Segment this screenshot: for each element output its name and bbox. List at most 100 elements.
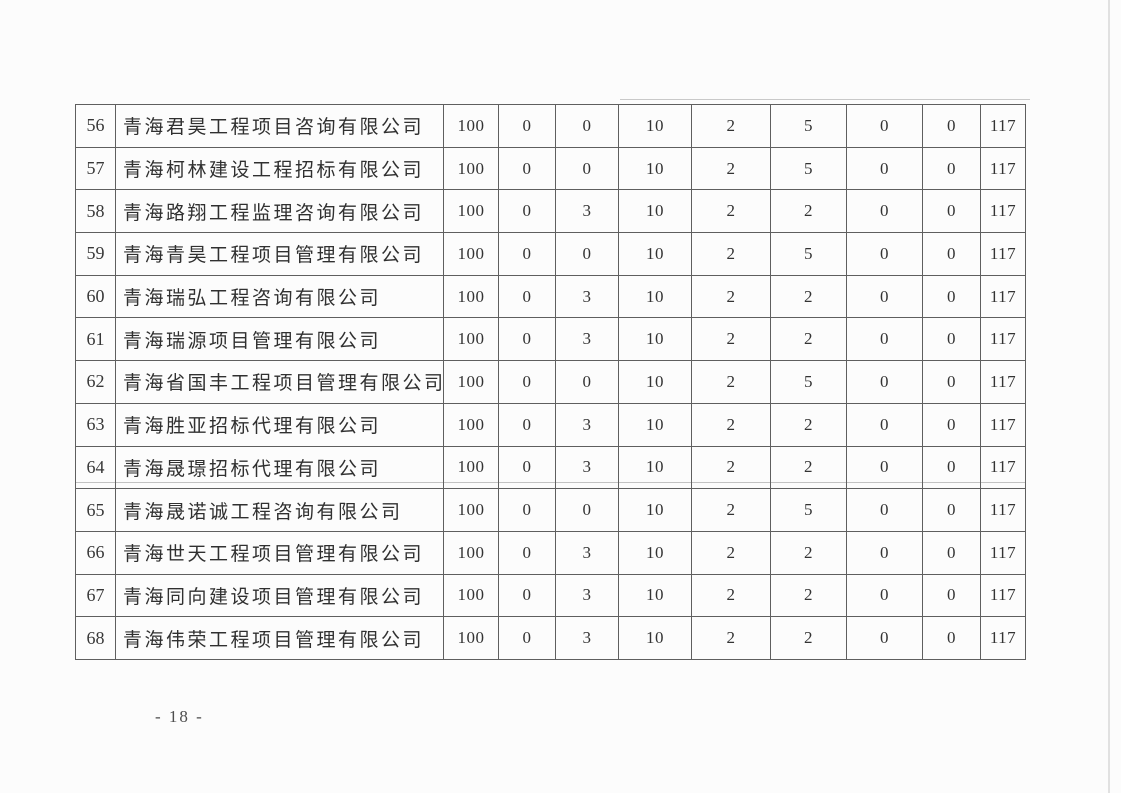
table-row: 58 青海路翔工程监理咨询有限公司 100 0 3 10 2 2 0 0 117	[75, 189, 1026, 234]
score-cell: 2	[770, 573, 847, 618]
score-cell: 0	[846, 573, 923, 618]
score-cell: 100	[443, 274, 499, 319]
score-cell: 5	[770, 232, 847, 276]
score-cell: 10	[618, 189, 692, 234]
row-number-cell: 58	[75, 189, 116, 234]
score-cell: 2	[691, 402, 771, 447]
row-number-cell: 64	[75, 445, 116, 490]
score-cell: 0	[555, 488, 619, 532]
score-cell: 117	[980, 317, 1026, 362]
score-cell: 100	[443, 360, 499, 404]
score-cell: 5	[770, 104, 847, 148]
table-row: 65 青海晟诺诚工程咨询有限公司 100 0 0 10 2 5 0 0 117	[75, 488, 1026, 532]
score-cell: 10	[618, 445, 692, 490]
score-cell: 0	[555, 232, 619, 276]
score-cell: 2	[770, 530, 847, 575]
table-row: 67 青海同向建设项目管理有限公司 100 0 3 10 2 2 0 0 117	[75, 573, 1026, 618]
score-cell: 10	[618, 146, 692, 191]
score-cell: 0	[846, 146, 923, 191]
score-cell: 0	[922, 530, 981, 575]
company-name-cell: 青海晟诺诚工程咨询有限公司	[115, 488, 444, 532]
score-cell: 2	[691, 232, 771, 276]
table-row: 61 青海瑞源项目管理有限公司 100 0 3 10 2 2 0 0 117	[75, 317, 1026, 362]
score-cell: 0	[498, 402, 556, 447]
score-cell: 0	[498, 573, 556, 618]
score-cell: 117	[980, 232, 1026, 276]
company-name-cell: 青海世天工程项目管理有限公司	[115, 530, 444, 575]
score-cell: 100	[443, 530, 499, 575]
table-row: 66 青海世天工程项目管理有限公司 100 0 3 10 2 2 0 0 117	[75, 530, 1026, 575]
company-score-table: 56 青海君昊工程项目咨询有限公司 100 0 0 10 2 5 0 0 117 57 青海柯林建设工程…	[75, 104, 1026, 660]
score-cell: 100	[443, 616, 499, 660]
company-name-cell: 青海青昊工程项目管理有限公司	[115, 232, 444, 276]
score-cell: 117	[980, 104, 1026, 148]
score-cell: 0	[922, 232, 981, 276]
score-cell: 2	[691, 445, 771, 490]
row-number-cell: 63	[75, 402, 116, 447]
table-row: 68 青海伟荣工程项目管理有限公司 100 0 3 10 2 2 0 0 117	[75, 616, 1026, 660]
score-cell: 5	[770, 146, 847, 191]
company-name-cell: 青海同向建设项目管理有限公司	[115, 573, 444, 618]
score-cell: 10	[618, 402, 692, 447]
score-cell: 0	[555, 104, 619, 148]
score-cell: 0	[555, 360, 619, 404]
score-cell: 117	[980, 616, 1026, 660]
score-cell: 100	[443, 317, 499, 362]
score-cell: 0	[846, 317, 923, 362]
score-cell: 0	[846, 488, 923, 532]
score-cell: 2	[691, 317, 771, 362]
company-name-cell: 青海瑞弘工程咨询有限公司	[115, 274, 444, 319]
score-cell: 0	[498, 104, 556, 148]
score-cell: 2	[691, 488, 771, 532]
score-cell: 2	[770, 402, 847, 447]
score-cell: 100	[443, 445, 499, 490]
score-cell: 2	[770, 317, 847, 362]
score-cell: 0	[846, 104, 923, 148]
table-body: 56 青海君昊工程项目咨询有限公司 100 0 0 10 2 5 0 0 117 57 青海柯林建设工程…	[75, 104, 1026, 660]
score-cell: 2	[691, 360, 771, 404]
row-number-cell: 56	[75, 104, 116, 148]
score-cell: 0	[846, 616, 923, 660]
score-cell: 0	[922, 445, 981, 490]
score-cell: 0	[922, 360, 981, 404]
score-cell: 2	[691, 146, 771, 191]
row-number-cell: 67	[75, 573, 116, 618]
score-cell: 0	[846, 274, 923, 319]
score-cell: 0	[922, 104, 981, 148]
score-cell: 10	[618, 232, 692, 276]
score-cell: 10	[618, 616, 692, 660]
score-cell: 10	[618, 530, 692, 575]
score-cell: 100	[443, 488, 499, 532]
score-cell: 117	[980, 488, 1026, 532]
score-cell: 117	[980, 360, 1026, 404]
score-cell: 2	[691, 104, 771, 148]
score-cell: 0	[498, 445, 556, 490]
score-cell: 0	[846, 189, 923, 234]
score-cell: 3	[555, 274, 619, 319]
score-cell: 0	[922, 573, 981, 618]
score-cell: 2	[770, 445, 847, 490]
score-cell: 117	[980, 445, 1026, 490]
score-cell: 0	[498, 232, 556, 276]
row-number-cell: 60	[75, 274, 116, 319]
score-cell: 10	[618, 360, 692, 404]
row-number-cell: 65	[75, 488, 116, 532]
row-number-cell: 57	[75, 146, 116, 191]
score-cell: 5	[770, 488, 847, 532]
score-cell: 10	[618, 573, 692, 618]
score-cell: 3	[555, 573, 619, 618]
score-cell: 3	[555, 317, 619, 362]
score-cell: 3	[555, 530, 619, 575]
row-number-cell: 61	[75, 317, 116, 362]
score-cell: 100	[443, 104, 499, 148]
score-cell: 2	[691, 274, 771, 319]
score-cell: 2	[770, 189, 847, 234]
score-cell: 0	[498, 189, 556, 234]
score-cell: 0	[498, 274, 556, 319]
score-cell: 117	[980, 274, 1026, 319]
score-cell: 0	[555, 146, 619, 191]
score-cell: 3	[555, 189, 619, 234]
score-cell: 0	[498, 317, 556, 362]
score-cell: 100	[443, 402, 499, 447]
